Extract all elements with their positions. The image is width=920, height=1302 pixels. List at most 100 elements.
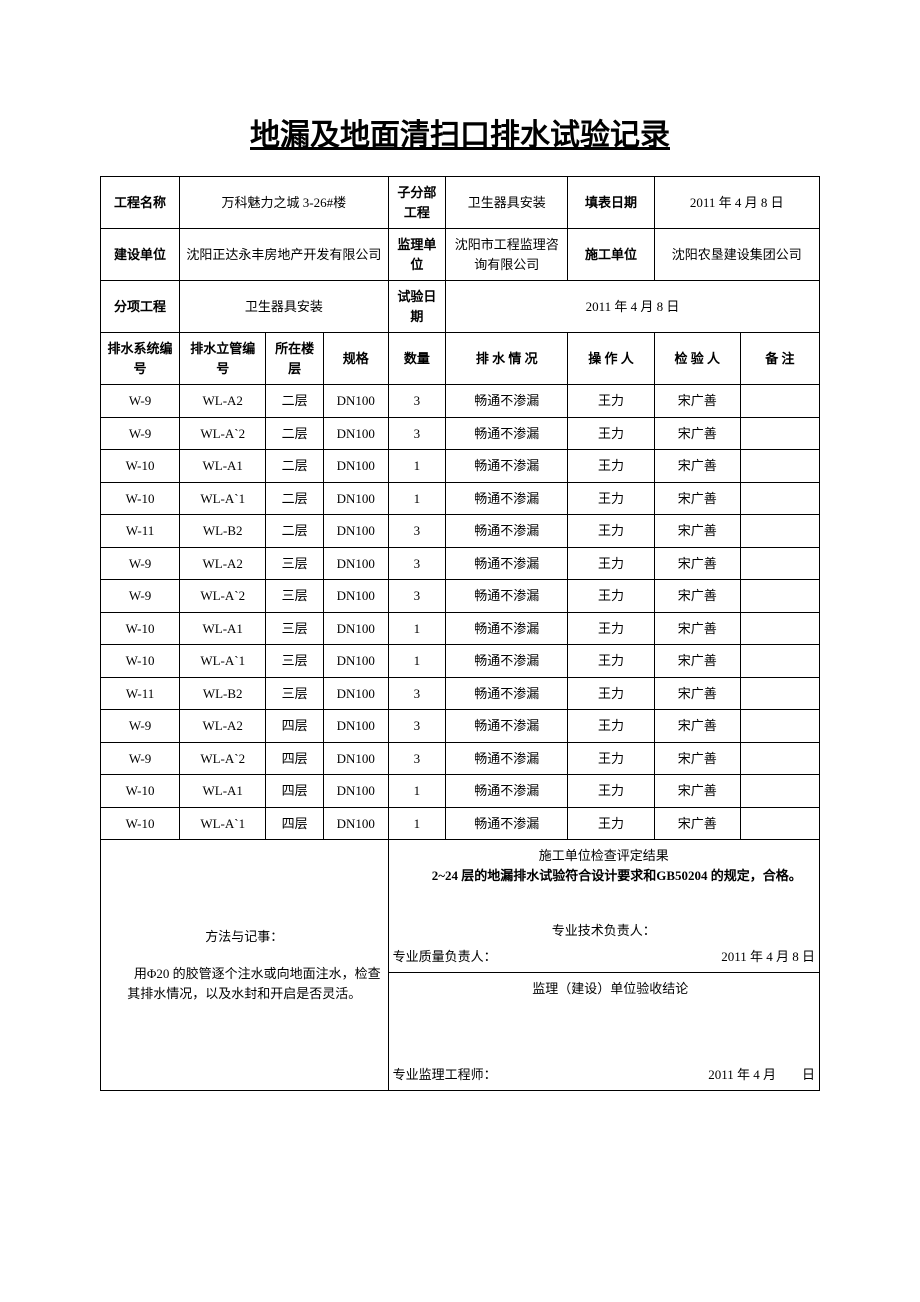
table-row: W-9WL-A`2三层DN1003畅通不渗漏王力宋广善 xyxy=(101,580,820,613)
cell-remark xyxy=(740,710,819,743)
cell-sysNo: W-10 xyxy=(101,645,180,678)
label-sub-item: 分项工程 xyxy=(101,281,180,333)
cell-floor: 三层 xyxy=(266,677,324,710)
cell-floor: 二层 xyxy=(266,450,324,483)
supervision-cell: 监理（建设）单位验收结论 专业监理工程师： 2011 年 4 月 日 xyxy=(388,973,819,1091)
cell-riserNo: WL-A2 xyxy=(180,547,266,580)
cell-sysNo: W-10 xyxy=(101,612,180,645)
cell-remark xyxy=(740,547,819,580)
record-table: 工程名称 万科魅力之城 3-26#楼 子分部工程 卫生器具安装 填表日期 201… xyxy=(100,176,820,1091)
cell-operator: 王力 xyxy=(568,645,654,678)
cell-riserNo: WL-A`2 xyxy=(180,417,266,450)
cell-qty: 3 xyxy=(388,742,446,775)
value-fill-date: 2011 年 4 月 8 日 xyxy=(654,177,819,229)
cell-spec: DN100 xyxy=(323,807,388,840)
cell-sysNo: W-9 xyxy=(101,547,180,580)
cell-floor: 三层 xyxy=(266,645,324,678)
cell-status: 畅通不渗漏 xyxy=(446,580,568,613)
tech-lead-label: 专业技术负责人： xyxy=(393,921,815,941)
col-inspector: 检 验 人 xyxy=(654,333,740,385)
cell-riserNo: WL-B2 xyxy=(180,515,266,548)
cell-operator: 王力 xyxy=(568,580,654,613)
col-operator: 操 作 人 xyxy=(568,333,654,385)
col-qty: 数量 xyxy=(388,333,446,385)
cell-operator: 王力 xyxy=(568,515,654,548)
cell-qty: 1 xyxy=(388,775,446,808)
cell-qty: 1 xyxy=(388,645,446,678)
cell-inspector: 宋广善 xyxy=(654,547,740,580)
value-supervision-unit: 沈阳市工程监理咨询有限公司 xyxy=(446,229,568,281)
cell-operator: 王力 xyxy=(568,612,654,645)
result-label: 施工单位检查评定结果 xyxy=(393,846,815,866)
cell-floor: 三层 xyxy=(266,580,324,613)
cell-spec: DN100 xyxy=(323,742,388,775)
cell-sysNo: W-9 xyxy=(101,580,180,613)
result-date: 2011 年 4 月 8 日 xyxy=(721,947,815,967)
cell-qty: 1 xyxy=(388,450,446,483)
supervisor-label: 专业监理工程师： xyxy=(393,1065,497,1085)
cell-spec: DN100 xyxy=(323,710,388,743)
cell-status: 畅通不渗漏 xyxy=(446,482,568,515)
cell-riserNo: WL-A`1 xyxy=(180,807,266,840)
cell-remark xyxy=(740,580,819,613)
cell-spec: DN100 xyxy=(323,417,388,450)
cell-operator: 王力 xyxy=(568,710,654,743)
cell-sysNo: W-9 xyxy=(101,742,180,775)
cell-remark xyxy=(740,450,819,483)
cell-sysNo: W-11 xyxy=(101,677,180,710)
table-row: W-9WL-A`2二层DN1003畅通不渗漏王力宋广善 xyxy=(101,417,820,450)
cell-status: 畅通不渗漏 xyxy=(446,775,568,808)
cell-riserNo: WL-A2 xyxy=(180,385,266,418)
data-rows-body: W-9WL-A2二层DN1003畅通不渗漏王力宋广善W-9WL-A`2二层DN1… xyxy=(101,385,820,840)
cell-sysNo: W-10 xyxy=(101,775,180,808)
cell-status: 畅通不渗漏 xyxy=(446,450,568,483)
table-row: W-9WL-A`2四层DN1003畅通不渗漏王力宋广善 xyxy=(101,742,820,775)
value-contractor: 沈阳农垦建设集团公司 xyxy=(654,229,819,281)
method-label: 方法与记事： xyxy=(105,927,384,947)
cell-floor: 二层 xyxy=(266,385,324,418)
cell-inspector: 宋广善 xyxy=(654,710,740,743)
cell-riserNo: WL-A1 xyxy=(180,612,266,645)
cell-inspector: 宋广善 xyxy=(654,645,740,678)
cell-inspector: 宋广善 xyxy=(654,450,740,483)
col-riserno: 排水立管编号 xyxy=(180,333,266,385)
value-project-name: 万科魅力之城 3-26#楼 xyxy=(180,177,388,229)
cell-spec: DN100 xyxy=(323,450,388,483)
cell-floor: 二层 xyxy=(266,417,324,450)
cell-remark xyxy=(740,742,819,775)
table-row: W-11WL-B2二层DN1003畅通不渗漏王力宋广善 xyxy=(101,515,820,548)
cell-status: 畅通不渗漏 xyxy=(446,677,568,710)
info-row-2: 建设单位 沈阳正达永丰房地产开发有限公司 监理单位 沈阳市工程监理咨询有限公司 … xyxy=(101,229,820,281)
cell-sysNo: W-10 xyxy=(101,482,180,515)
table-row: W-10WL-A`1四层DN1001畅通不渗漏王力宋广善 xyxy=(101,807,820,840)
table-row: W-9WL-A2四层DN1003畅通不渗漏王力宋广善 xyxy=(101,710,820,743)
cell-sysNo: W-10 xyxy=(101,807,180,840)
cell-status: 畅通不渗漏 xyxy=(446,612,568,645)
cell-status: 畅通不渗漏 xyxy=(446,710,568,743)
label-contractor: 施工单位 xyxy=(568,229,654,281)
cell-status: 畅通不渗漏 xyxy=(446,385,568,418)
cell-operator: 王力 xyxy=(568,807,654,840)
cell-riserNo: WL-A1 xyxy=(180,775,266,808)
cell-inspector: 宋广善 xyxy=(654,677,740,710)
label-project-name: 工程名称 xyxy=(101,177,180,229)
col-remark: 备 注 xyxy=(740,333,819,385)
cell-qty: 3 xyxy=(388,580,446,613)
cell-floor: 四层 xyxy=(266,742,324,775)
cell-qty: 3 xyxy=(388,385,446,418)
page-title: 地漏及地面清扫口排水试验记录 xyxy=(100,110,820,154)
cell-floor: 二层 xyxy=(266,515,324,548)
cell-riserNo: WL-B2 xyxy=(180,677,266,710)
cell-spec: DN100 xyxy=(323,547,388,580)
result-cell: 施工单位检查评定结果 2~24 层的地漏排水试验符合设计要求和GB50204 的… xyxy=(388,840,819,973)
value-sub-division: 卫生器具安装 xyxy=(446,177,568,229)
cell-operator: 王力 xyxy=(568,775,654,808)
result-body: 2~24 层的地漏排水试验符合设计要求和GB50204 的规定，合格。 xyxy=(393,866,815,886)
col-floor: 所在楼层 xyxy=(266,333,324,385)
cell-spec: DN100 xyxy=(323,580,388,613)
cell-spec: DN100 xyxy=(323,385,388,418)
column-header-row: 排水系统编号 排水立管编号 所在楼层 规格 数量 排 水 情 况 操 作 人 检… xyxy=(101,333,820,385)
cell-inspector: 宋广善 xyxy=(654,775,740,808)
cell-floor: 二层 xyxy=(266,482,324,515)
value-test-date: 2011 年 4 月 8 日 xyxy=(446,281,820,333)
